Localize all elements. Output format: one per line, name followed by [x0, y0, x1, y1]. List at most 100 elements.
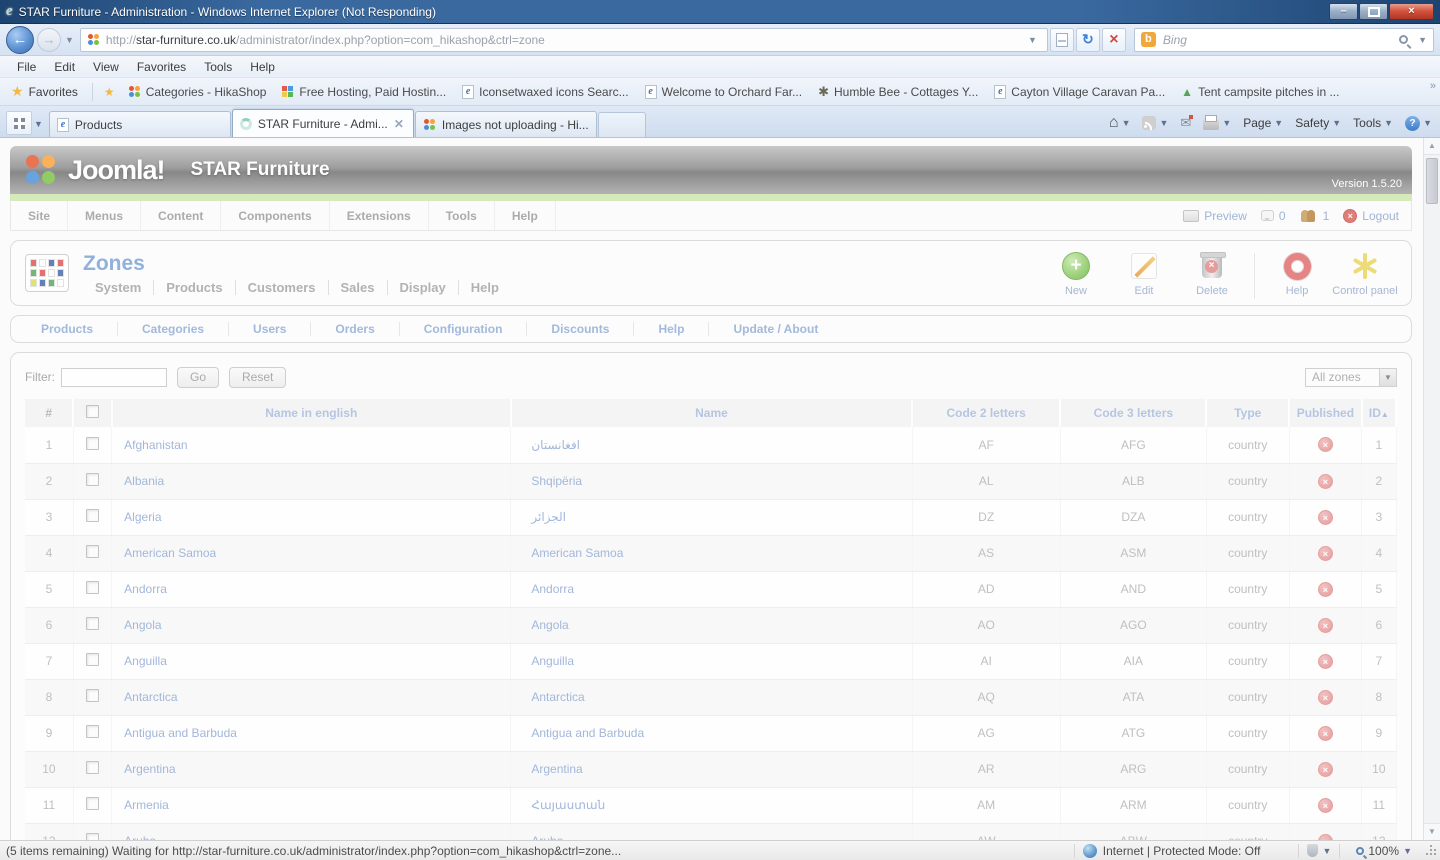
submenu-item[interactable]: Display — [388, 279, 459, 295]
submenu-item[interactable]: Help — [470, 279, 499, 295]
submenu-item[interactable]: Customers — [236, 279, 329, 295]
home-button[interactable]: ⌂ ▼ — [1108, 114, 1131, 131]
browser-tab[interactable]: e Products — [48, 111, 231, 137]
submenu-item[interactable]: Sales — [329, 279, 388, 295]
col-header-id[interactable]: ID▲ — [1361, 399, 1398, 427]
unpublished-icon[interactable]: × — [1317, 653, 1333, 669]
edit-toolbar-button[interactable]: Edit — [1112, 251, 1176, 297]
col-header-type[interactable]: Type — [1206, 399, 1291, 427]
unpublished-icon[interactable]: × — [1317, 797, 1333, 813]
hikashop-tab[interactable]: Users — [229, 322, 312, 336]
zone-name-native-link[interactable]: Shqipëria — [510, 463, 913, 500]
row-checkbox[interactable] — [86, 689, 100, 702]
search-input[interactable]: b Bing ▼ — [1133, 27, 1434, 52]
logged-in-users-indicator[interactable]: 1 — [1300, 209, 1329, 223]
select-all-checkbox[interactable] — [86, 405, 100, 418]
zone-name-native-link[interactable]: American Samoa — [510, 535, 913, 572]
col-header-name-en[interactable]: Name in english — [111, 399, 512, 427]
read-mail-button[interactable]: ✉ — [1176, 115, 1195, 131]
row-checkbox[interactable] — [86, 436, 100, 450]
menu-item[interactable]: Edit — [54, 59, 76, 74]
history-dropdown-icon[interactable]: ▼ — [65, 34, 74, 45]
maximize-button[interactable] — [1359, 3, 1388, 20]
zone-name-native-link[interactable]: Andorra — [510, 571, 913, 608]
favorite-link[interactable]: e Iconsetwaxed icons Searc... — [454, 84, 636, 99]
hikashop-tab[interactable]: Configuration — [400, 322, 528, 336]
unpublished-icon[interactable]: × — [1317, 581, 1333, 597]
close-button[interactable]: × — [1389, 3, 1434, 20]
joomla-menu-item[interactable]: Site — [11, 201, 69, 230]
protected-mode-shield-icon[interactable] — [1307, 844, 1319, 857]
add-favorite-icon[interactable]: ★ — [103, 84, 115, 99]
joomla-menu-item[interactable]: Components — [221, 201, 330, 230]
joomla-menu-item[interactable]: Menus — [68, 201, 142, 230]
unpublished-icon[interactable]: × — [1317, 437, 1333, 453]
scroll-down-icon[interactable]: ▼ — [1424, 823, 1440, 840]
row-checkbox[interactable] — [86, 833, 100, 840]
new-toolbar-button[interactable]: + New — [1044, 251, 1108, 297]
url-dropdown-icon[interactable]: ▼ — [1028, 34, 1037, 45]
page-menu-button[interactable]: Page ▼ — [1243, 116, 1284, 130]
zoom-control[interactable]: 100% ▼ — [1356, 844, 1412, 858]
hikashop-tab[interactable]: Categories — [118, 322, 230, 336]
hikashop-tab[interactable]: Discounts — [527, 322, 635, 336]
browser-tab[interactable]: STAR Furniture - Admi... ✕ — [231, 109, 414, 137]
hikashop-tab[interactable]: Update / About — [733, 322, 819, 336]
unpublished-icon[interactable]: × — [1317, 725, 1333, 741]
favorite-link[interactable]: Free Hosting, Paid Hostin... — [274, 85, 454, 99]
zone-name-english-link[interactable]: Antarctica — [111, 679, 512, 716]
menu-item[interactable]: Favorites — [136, 59, 187, 74]
favorite-link[interactable]: e Welcome to Orchard Far... — [637, 84, 811, 99]
zone-name-native-link[interactable]: Angola — [510, 607, 913, 644]
tab-close-icon[interactable]: ✕ — [393, 116, 404, 131]
zone-name-english-link[interactable]: Algeria — [111, 499, 512, 536]
unpublished-icon[interactable]: × — [1317, 473, 1333, 489]
row-checkbox[interactable] — [86, 797, 100, 810]
tab-list-dropdown-icon[interactable]: ▼ — [34, 119, 43, 129]
help-toolbar-button[interactable]: Help — [1265, 251, 1329, 297]
col-header-num[interactable]: # — [25, 399, 75, 427]
menu-item[interactable]: Help — [250, 59, 275, 74]
zone-name-english-link[interactable]: Anguilla — [111, 643, 512, 680]
help-button[interactable]: ? ▼ — [1401, 115, 1436, 131]
unpublished-icon[interactable]: × — [1317, 833, 1333, 840]
zone-name-native-link[interactable]: الجزائر — [510, 499, 913, 536]
col-header-published[interactable]: Published — [1289, 399, 1363, 427]
new-tab-stub[interactable] — [597, 112, 646, 137]
row-checkbox[interactable] — [86, 617, 100, 630]
zone-name-english-link[interactable]: Argentina — [111, 751, 512, 788]
joomla-menu-item[interactable]: Extensions — [330, 201, 429, 230]
row-checkbox[interactable] — [86, 473, 100, 486]
filter-input[interactable] — [61, 367, 167, 387]
logout-link[interactable]: × Logout — [1343, 208, 1399, 223]
favorite-link[interactable]: Categories - HikaShop — [120, 85, 275, 99]
col-header-name[interactable]: Name — [510, 399, 914, 427]
menu-item[interactable]: Tools — [204, 59, 233, 74]
zone-name-native-link[interactable]: Anguilla — [510, 643, 913, 680]
resize-grip[interactable] — [1422, 844, 1434, 857]
zone-name-english-link[interactable]: Afghanistan — [111, 427, 512, 464]
scroll-up-icon[interactable]: ▲ — [1424, 138, 1440, 155]
tools-menu-button[interactable]: Tools ▼ — [1353, 116, 1394, 130]
row-checkbox[interactable] — [86, 581, 100, 594]
compatibility-view-button[interactable] — [1049, 27, 1074, 52]
delete-toolbar-button[interactable]: Delete — [1180, 251, 1244, 297]
zone-name-english-link[interactable]: American Samoa — [111, 535, 512, 572]
forward-button[interactable]: → — [37, 27, 61, 52]
hikashop-tab[interactable]: Orders — [311, 322, 400, 336]
unpublished-icon[interactable]: × — [1317, 689, 1333, 705]
refresh-button[interactable]: ↻ — [1075, 27, 1100, 52]
zone-name-native-link[interactable]: افغانستان — [510, 427, 913, 464]
messages-indicator[interactable]: 0 — [1260, 209, 1286, 223]
zone-name-english-link[interactable]: Armenia — [111, 787, 512, 824]
joomla-menu-item[interactable]: Help — [495, 201, 556, 230]
zone-name-english-link[interactable]: Antigua and Barbuda — [111, 715, 512, 752]
row-checkbox[interactable] — [86, 509, 100, 522]
menu-item[interactable]: File — [17, 59, 37, 74]
favorites-overflow-icon[interactable]: » — [1429, 80, 1436, 92]
search-dropdown-icon[interactable]: ▼ — [1418, 34, 1427, 45]
go-button[interactable]: Go — [177, 366, 220, 388]
zone-name-native-link[interactable]: Antigua and Barbuda — [510, 715, 913, 752]
zone-type-select[interactable]: All zones ▼ — [1305, 367, 1397, 387]
preview-link[interactable]: Preview — [1183, 209, 1247, 223]
